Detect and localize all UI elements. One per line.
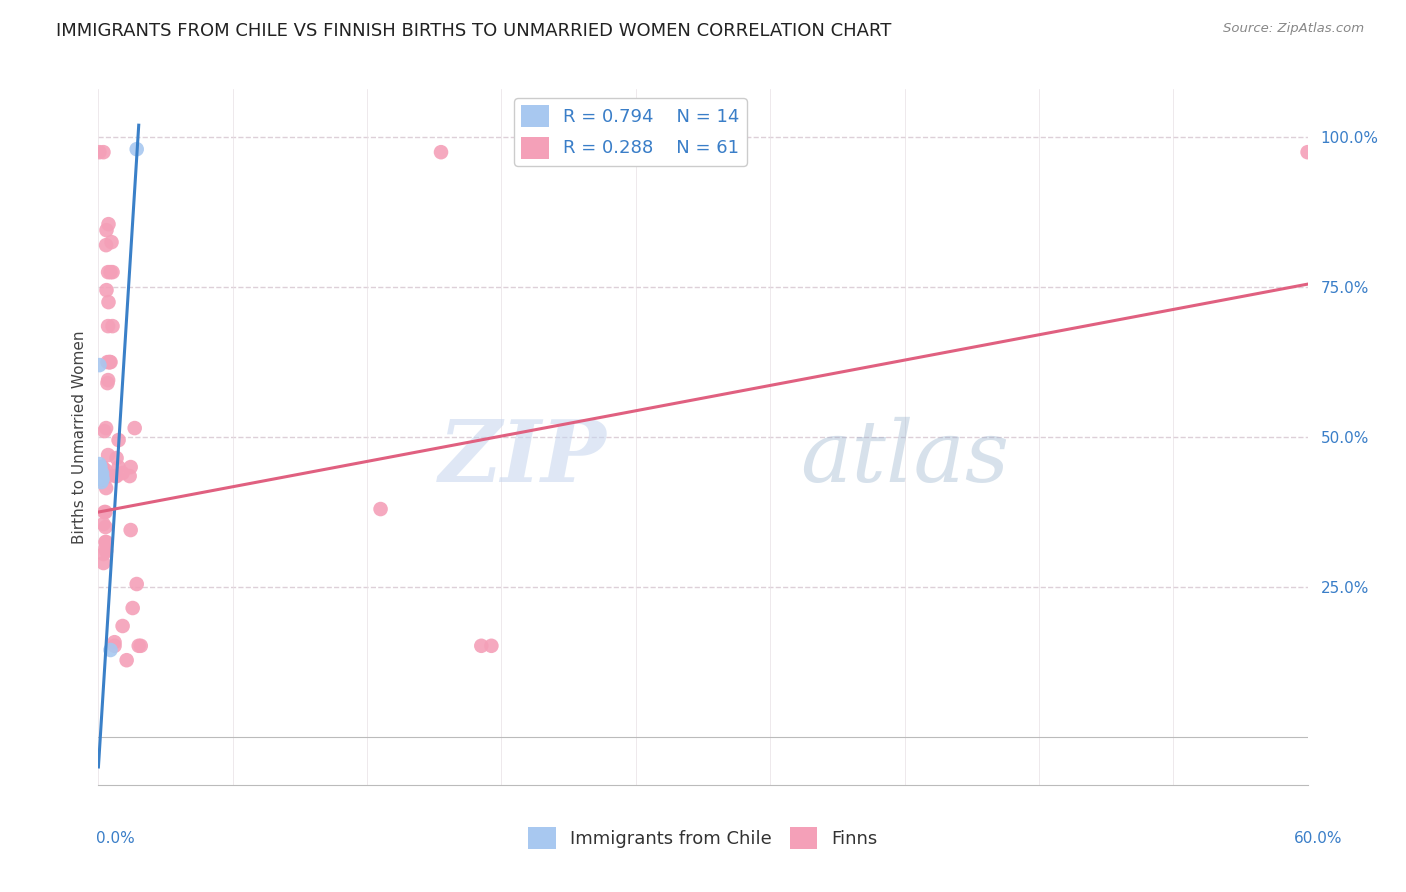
- Point: [97, 295, 120, 310]
- Point: [103, 635, 125, 649]
- Point: [97, 373, 120, 387]
- Point: [105, 469, 128, 483]
- Point: [107, 433, 129, 447]
- Point: [129, 639, 152, 653]
- Point: [120, 523, 142, 537]
- Point: [481, 639, 503, 653]
- Point: [120, 460, 142, 475]
- Point: [125, 577, 148, 591]
- Point: [94, 238, 117, 252]
- Point: [97, 217, 120, 231]
- Point: [94, 520, 117, 534]
- Point: [89, 460, 111, 475]
- Point: [93, 424, 115, 438]
- Point: [103, 639, 125, 653]
- Point: [430, 145, 453, 160]
- Point: [98, 355, 121, 369]
- Point: [100, 643, 122, 657]
- Point: [94, 481, 117, 495]
- Point: [93, 547, 115, 561]
- Point: [93, 517, 115, 532]
- Point: [93, 556, 115, 570]
- Point: [111, 619, 134, 633]
- Point: [96, 223, 118, 237]
- Point: [94, 463, 117, 477]
- Point: [89, 457, 111, 471]
- Point: [97, 469, 120, 483]
- Point: [370, 502, 392, 516]
- Point: [93, 505, 115, 519]
- Point: [90, 469, 112, 483]
- Point: [100, 235, 122, 249]
- Text: atlas: atlas: [800, 417, 1010, 500]
- Point: [89, 466, 111, 480]
- Point: [94, 535, 117, 549]
- Point: [91, 472, 114, 486]
- Point: [94, 505, 117, 519]
- Point: [97, 448, 120, 462]
- Text: Source: ZipAtlas.com: Source: ZipAtlas.com: [1223, 22, 1364, 36]
- Text: IMMIGRANTS FROM CHILE VS FINNISH BIRTHS TO UNMARRIED WOMEN CORRELATION CHART: IMMIGRANTS FROM CHILE VS FINNISH BIRTHS …: [56, 22, 891, 40]
- Point: [91, 460, 114, 475]
- Point: [96, 283, 118, 297]
- Point: [107, 460, 129, 475]
- Legend: Immigrants from Chile, Finns: Immigrants from Chile, Finns: [522, 820, 884, 856]
- Point: [100, 355, 122, 369]
- Point: [121, 601, 143, 615]
- Point: [104, 469, 127, 483]
- Point: [124, 421, 146, 435]
- Point: [111, 466, 134, 480]
- Point: [125, 142, 148, 156]
- Point: [470, 639, 492, 653]
- Point: [91, 466, 114, 480]
- Point: [115, 653, 138, 667]
- Point: [93, 466, 115, 480]
- Point: [94, 535, 117, 549]
- Point: [91, 469, 114, 483]
- Point: [96, 376, 118, 390]
- Point: [91, 472, 114, 486]
- Point: [94, 541, 117, 555]
- Point: [98, 355, 121, 369]
- Point: [89, 145, 111, 160]
- Point: [90, 472, 112, 486]
- Point: [100, 265, 122, 279]
- Point: [94, 421, 117, 435]
- Point: [105, 451, 128, 466]
- Point: [93, 145, 115, 160]
- Point: [90, 460, 112, 475]
- Point: [96, 355, 118, 369]
- Point: [101, 265, 124, 279]
- Point: [128, 639, 150, 653]
- Point: [1296, 145, 1319, 160]
- Point: [118, 469, 141, 483]
- Point: [89, 358, 111, 372]
- Point: [97, 319, 120, 334]
- Text: 0.0%: 0.0%: [96, 831, 135, 846]
- Point: [90, 475, 112, 489]
- Y-axis label: Births to Unmarried Women: Births to Unmarried Women: [72, 330, 87, 544]
- Point: [94, 544, 117, 558]
- Text: 60.0%: 60.0%: [1295, 831, 1343, 846]
- Point: [97, 265, 120, 279]
- Point: [101, 319, 124, 334]
- Text: ZIP: ZIP: [439, 417, 606, 500]
- Point: [90, 472, 112, 486]
